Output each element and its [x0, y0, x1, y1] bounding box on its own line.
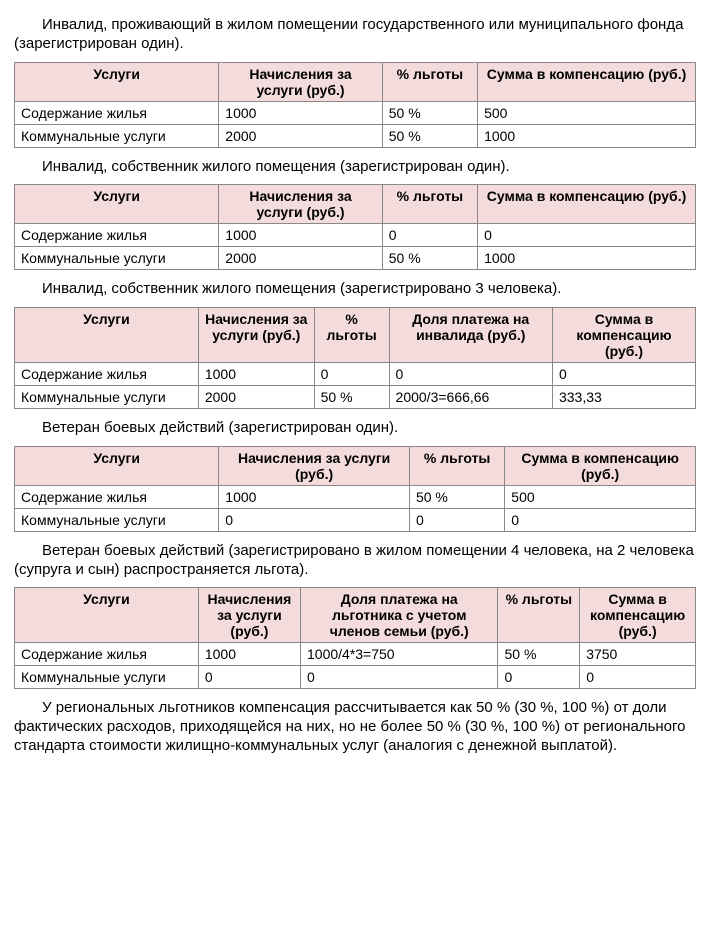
table-cell: 0	[409, 508, 504, 531]
paragraph-3: Инвалид, собственник жилого помещения (з…	[14, 280, 696, 299]
table-cell: Содержание жилья	[15, 101, 219, 124]
paragraph-5: Ветеран боевых действий (зарегистрирован…	[14, 542, 696, 580]
table-cell: 0	[382, 224, 477, 247]
table-header-cell: % льготы	[382, 185, 477, 224]
table-header-cell: Доля платежа на льготника с учетом члено…	[301, 588, 498, 643]
table-cell: 1000	[478, 124, 696, 147]
paragraph-2: Инвалид, собственник жилого помещения (з…	[14, 158, 696, 177]
table-cell: Коммунальные услуги	[15, 124, 219, 147]
table-cell: Содержание жилья	[15, 224, 219, 247]
table-cell: 0	[552, 363, 695, 386]
table-cell: 2000	[219, 124, 382, 147]
table-row: Коммунальные услуги200050 %1000	[15, 124, 696, 147]
table-header-cell: Начисления за услуги (руб.)	[219, 62, 382, 101]
table-cell: 50 %	[498, 643, 580, 666]
table-2: УслугиНачисления за услуги (руб.)% льгот…	[14, 184, 696, 270]
table-cell: 0	[505, 508, 696, 531]
table-header-cell: Услуги	[15, 62, 219, 101]
paragraph-4: Ветеран боевых действий (зарегистрирован…	[14, 419, 696, 438]
table-cell: 0	[478, 224, 696, 247]
table-cell: 50 %	[382, 101, 477, 124]
table-cell: 0	[389, 363, 552, 386]
table-cell: 2000/3=666,66	[389, 386, 552, 409]
table-3: УслугиНачисления за услуги (руб.)% льгот…	[14, 307, 696, 409]
table-header-cell: Услуги	[15, 185, 219, 224]
table-header-cell: Сумма в компенсацию (руб.)	[505, 446, 696, 485]
table-cell: Содержание жилья	[15, 485, 219, 508]
table-cell: 0	[498, 666, 580, 689]
table-cell: 1000	[198, 363, 314, 386]
paragraph-6: У региональных льготников компенсация ра…	[14, 699, 696, 755]
table-header-cell: Сумма в компенсацию (руб.)	[552, 308, 695, 363]
table-header-cell: Сумма в компенсацию (руб.)	[478, 62, 696, 101]
table-cell: 3750	[580, 643, 696, 666]
table-cell: Содержание жилья	[15, 363, 199, 386]
table-cell: 1000	[198, 643, 300, 666]
table-header-cell: Доля платежа на инвалида (руб.)	[389, 308, 552, 363]
table-cell: 50 %	[382, 247, 477, 270]
table-cell: 1000	[478, 247, 696, 270]
table-header-cell: % льготы	[314, 308, 389, 363]
table-cell: 333,33	[552, 386, 695, 409]
table-cell: 0	[580, 666, 696, 689]
table-header-cell: Начисления за услуги (руб.)	[219, 185, 382, 224]
table-row: Содержание жилья1000000	[15, 363, 696, 386]
table-cell: 0	[314, 363, 389, 386]
table-row: Коммунальные услуги0000	[15, 666, 696, 689]
table-row: Содержание жилья100050 %500	[15, 101, 696, 124]
table-header-cell: Сумма в компенсацию (руб.)	[580, 588, 696, 643]
table-1: УслугиНачисления за услуги (руб.)% льгот…	[14, 62, 696, 148]
table-header-cell: % льготы	[409, 446, 504, 485]
table-cell: 50 %	[382, 124, 477, 147]
table-cell: 1000	[219, 101, 382, 124]
table-cell: Содержание жилья	[15, 643, 199, 666]
table-4: УслугиНачисления за услуги (руб.)% льгот…	[14, 446, 696, 532]
table-cell: Коммунальные услуги	[15, 247, 219, 270]
table-row: Коммунальные услуги000	[15, 508, 696, 531]
table-cell: 500	[478, 101, 696, 124]
table-header-cell: % льготы	[498, 588, 580, 643]
table-header-cell: % льготы	[382, 62, 477, 101]
table-row: Содержание жилья100000	[15, 224, 696, 247]
table-cell: Коммунальные услуги	[15, 666, 199, 689]
table-5: УслугиНачисления за услуги (руб.)Доля пл…	[14, 587, 696, 689]
table-cell: 0	[219, 508, 410, 531]
table-row: Коммунальные услуги200050 %2000/3=666,66…	[15, 386, 696, 409]
table-cell: 0	[301, 666, 498, 689]
table-cell: 1000	[219, 485, 410, 508]
table-header-cell: Сумма в компенсацию (руб.)	[478, 185, 696, 224]
table-cell: 1000/4*3=750	[301, 643, 498, 666]
table-row: Содержание жилья100050 %500	[15, 485, 696, 508]
table-cell: 50 %	[314, 386, 389, 409]
table-cell: 2000	[198, 386, 314, 409]
table-cell: 50 %	[409, 485, 504, 508]
table-header-cell: Услуги	[15, 446, 219, 485]
table-cell: 1000	[219, 224, 382, 247]
table-cell: 500	[505, 485, 696, 508]
table-header-cell: Начисления за услуги (руб.)	[198, 308, 314, 363]
paragraph-1: Инвалид, проживающий в жилом помещении г…	[14, 16, 696, 54]
table-header-cell: Начисления за услуги (руб.)	[219, 446, 410, 485]
table-row: Коммунальные услуги200050 %1000	[15, 247, 696, 270]
table-cell: Коммунальные услуги	[15, 386, 199, 409]
table-row: Содержание жилья10001000/4*3=75050 %3750	[15, 643, 696, 666]
table-header-cell: Начисления за услуги (руб.)	[198, 588, 300, 643]
table-cell: 0	[198, 666, 300, 689]
table-header-cell: Услуги	[15, 588, 199, 643]
table-header-cell: Услуги	[15, 308, 199, 363]
table-cell: Коммунальные услуги	[15, 508, 219, 531]
table-cell: 2000	[219, 247, 382, 270]
